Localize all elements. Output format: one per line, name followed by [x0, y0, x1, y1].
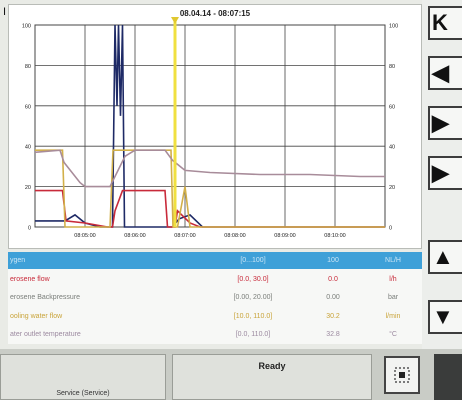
y-tick-label-right: 80: [389, 64, 395, 70]
first-page-button[interactable]: K: [428, 6, 462, 40]
service-label: Service (Service): [56, 390, 110, 397]
x-tick-label: 08:10:00: [324, 233, 345, 239]
row-value: 0.0: [328, 276, 338, 283]
plot-svg: 0 20 40 60 80 100 0 20 40 60 80 100 08:05:00 08:06:00…: [22, 17, 398, 239]
series-line: [35, 189, 385, 228]
x-tick-label: 08:05:00: [74, 233, 95, 239]
row-name: erosene Backpressure: [10, 294, 81, 301]
row-unit: l/min: [385, 313, 401, 320]
scroll-left-button[interactable]: ◀: [428, 56, 462, 90]
nav-panel: K ◀ ▶ ▶ ▲ ▼: [422, 0, 462, 354]
row-unit: °C: [389, 331, 397, 338]
row-name: erosene flow: [10, 276, 50, 283]
status-label: Ready: [258, 361, 286, 371]
table-row[interactable]: erosene flow [0.0, 30.0] 0.0 l/h: [8, 271, 422, 288]
trend-chart: 08.04.14 - 08:07:15 0 20 40 60 80 100 0 20 40 60 8…: [8, 4, 422, 249]
header-range: [0...100]: [240, 257, 266, 264]
y-tick-label-right: 100: [389, 24, 398, 30]
scroll-up-button[interactable]: ▲: [428, 240, 462, 274]
service-panel[interactable]: Service (Service): [0, 354, 166, 400]
table-header[interactable]: ygen [0...100] 100 NL/H: [8, 252, 422, 269]
scroll-right-button[interactable]: ▶: [428, 106, 462, 140]
y-tick-label-left: 40: [25, 145, 31, 151]
x-tick-label: 08:08:00: [224, 233, 245, 239]
series-line: [34, 149, 385, 188]
chart-title: 08.04.14 - 08:07:15: [179, 9, 251, 18]
row-name: ooling water flow: [10, 313, 63, 320]
y-tick-label-left: 100: [22, 24, 31, 30]
y-tick-label-left: 60: [25, 104, 31, 110]
x-tick-label: 08:06:00: [124, 233, 145, 239]
row-name: ater outlet temperature: [10, 331, 81, 338]
y-tick-label-right: 0: [389, 226, 392, 232]
table-row[interactable]: ater outlet temperature [0.0, 110.0] 32.…: [8, 326, 422, 343]
dark-edge: [434, 354, 462, 400]
x-tick-label: 08:07:00: [174, 233, 195, 239]
header-unit: NL/H: [385, 257, 401, 264]
plot-frame: [34, 24, 386, 228]
table-row[interactable]: erosene Backpressure [0.00, 20.00] 0.00 …: [8, 289, 422, 306]
x-tick-label: 08:09:00: [274, 233, 295, 239]
row-value: 30.2: [326, 313, 340, 320]
status-panel: Ready: [172, 354, 372, 400]
scroll-down-button[interactable]: ▼: [428, 300, 462, 334]
row-value: 0.00: [326, 294, 340, 301]
values-table: ygen [0...100] 100 NL/H erosene flow [0.…: [8, 252, 422, 344]
header-value: 100: [327, 257, 339, 264]
y-tick-label-right: 60: [389, 104, 395, 110]
row-range: [0.0, 30.0]: [237, 276, 269, 283]
table-row[interactable]: ooling water flow [10.0, 110.0] 30.2 l/m…: [8, 308, 422, 325]
row-range: [0.00, 20.00]: [233, 294, 273, 301]
y-tick-label-left: 80: [25, 64, 31, 70]
row-unit: bar: [387, 294, 399, 301]
cursor-handle-icon: [171, 17, 179, 24]
y-tick-label-left: 20: [25, 185, 31, 191]
y-tick-label-left: 0: [28, 226, 31, 232]
y-tick-label-right: 40: [389, 145, 395, 151]
row-range: [0.0, 110.0]: [235, 331, 271, 338]
row-range: [10.0, 110.0]: [233, 313, 273, 320]
series-line: [35, 149, 385, 228]
header-name: ygen: [10, 257, 26, 264]
capture-icon: [394, 367, 410, 383]
corner-mark: I: [3, 6, 7, 18]
screen-capture-button[interactable]: [384, 356, 420, 394]
row-unit: l/h: [389, 276, 397, 283]
y-tick-label-right: 20: [389, 185, 395, 191]
last-page-button[interactable]: ▶: [428, 156, 462, 190]
row-value: 32.8: [326, 331, 340, 338]
